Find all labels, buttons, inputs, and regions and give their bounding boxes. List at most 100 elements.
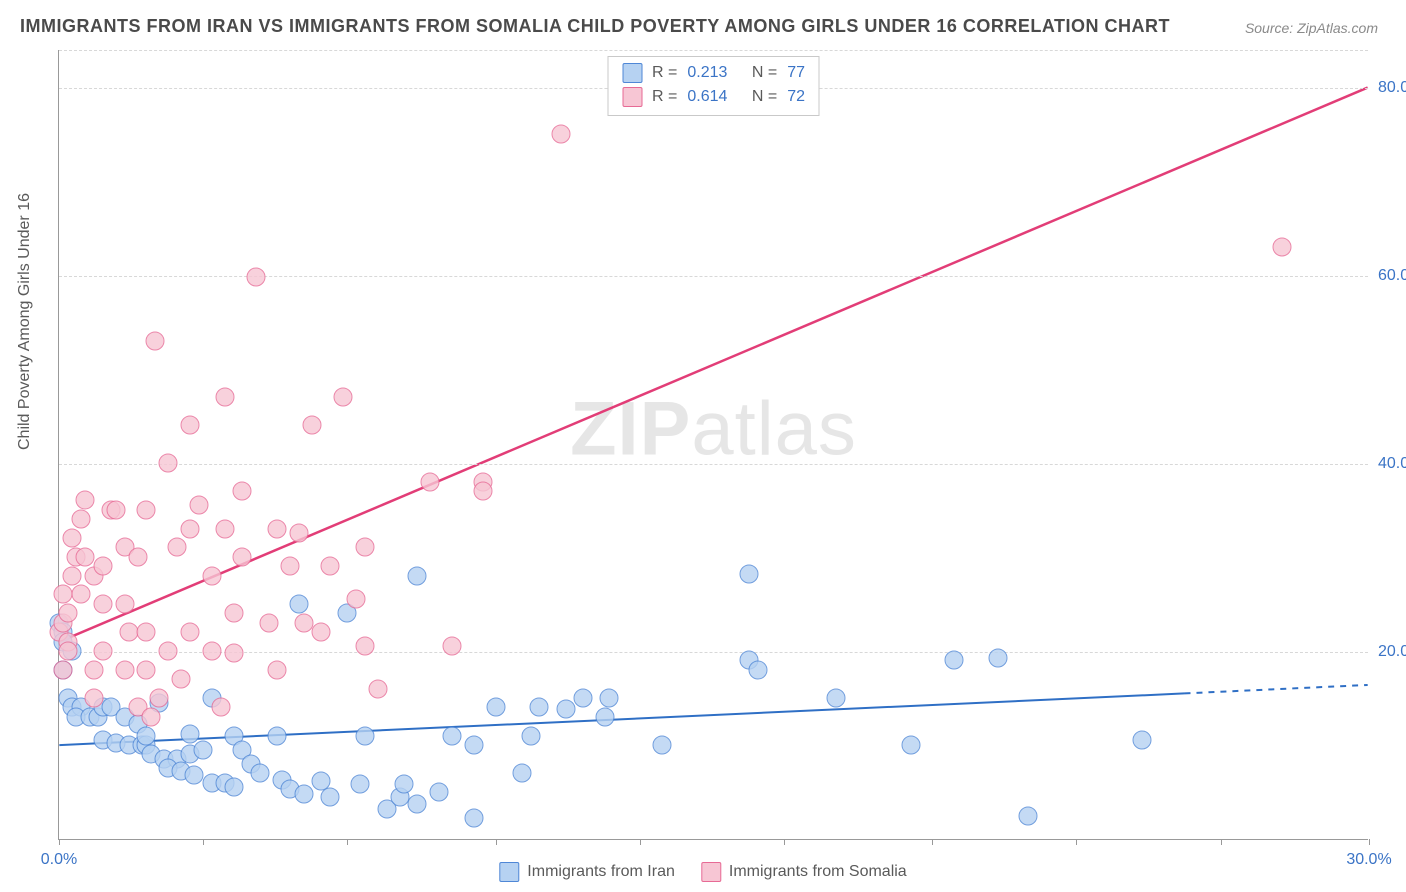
scatter-point: [290, 594, 309, 613]
scatter-point: [137, 500, 156, 519]
scatter-point: [281, 557, 300, 576]
scatter-point: [63, 566, 82, 585]
scatter-point: [351, 775, 370, 794]
scatter-point: [71, 510, 90, 529]
y-tick-label: 40.0%: [1378, 455, 1406, 473]
scatter-point: [368, 679, 387, 698]
scatter-point: [355, 637, 374, 656]
scatter-point: [355, 726, 374, 745]
scatter-point: [268, 519, 287, 538]
scatter-point: [233, 482, 252, 501]
scatter-point: [224, 604, 243, 623]
scatter-point: [211, 698, 230, 717]
scatter-point: [233, 547, 252, 566]
scatter-point: [224, 778, 243, 797]
scatter-point: [394, 775, 413, 794]
scatter-point: [215, 519, 234, 538]
x-tick-label: 30.0%: [1346, 851, 1391, 869]
scatter-point: [246, 267, 265, 286]
scatter-point: [1132, 731, 1151, 750]
x-tick: [203, 839, 204, 845]
x-tick: [1369, 839, 1370, 845]
scatter-point: [320, 787, 339, 806]
y-tick-label: 80.0%: [1378, 79, 1406, 97]
scatter-point: [1272, 237, 1291, 256]
x-tick: [496, 839, 497, 845]
scatter-point: [333, 387, 352, 406]
plot-area: ZIPatlas R = 0.213 N = 77 R = 0.614 N = …: [58, 50, 1368, 840]
x-tick: [640, 839, 641, 845]
x-tick: [784, 839, 785, 845]
scatter-point: [146, 331, 165, 350]
scatter-point: [58, 641, 77, 660]
swatch-icon: [622, 63, 642, 83]
scatter-point: [115, 660, 134, 679]
swatch-icon: [701, 862, 721, 882]
scatter-point: [574, 688, 593, 707]
scatter-point: [464, 809, 483, 828]
scatter-point: [150, 688, 169, 707]
scatter-point: [556, 700, 575, 719]
scatter-point: [128, 547, 147, 566]
scatter-point: [530, 698, 549, 717]
scatter-point: [76, 547, 95, 566]
scatter-point: [486, 698, 505, 717]
scatter-point: [512, 764, 531, 783]
scatter-point: [63, 529, 82, 548]
scatter-point: [137, 726, 156, 745]
scatter-point: [172, 670, 191, 689]
x-tick: [1221, 839, 1222, 845]
scatter-point: [137, 623, 156, 642]
grid-line: [59, 50, 1368, 51]
scatter-point: [268, 726, 287, 745]
legend-stats-row: R = 0.614 N = 72: [622, 85, 805, 109]
scatter-point: [181, 623, 200, 642]
scatter-point: [84, 660, 103, 679]
y-tick-label: 60.0%: [1378, 267, 1406, 285]
scatter-point: [320, 557, 339, 576]
x-tick: [347, 839, 348, 845]
scatter-point: [595, 707, 614, 726]
legend-series: Immigrants from Iran Immigrants from Som…: [499, 862, 906, 882]
scatter-point: [189, 496, 208, 515]
scatter-point: [268, 660, 287, 679]
scatter-point: [58, 604, 77, 623]
x-tick: [1076, 839, 1077, 845]
x-tick: [59, 839, 60, 845]
scatter-point: [115, 594, 134, 613]
scatter-point: [988, 648, 1007, 667]
scatter-point: [93, 557, 112, 576]
legend-item: Immigrants from Somalia: [701, 862, 907, 882]
scatter-point: [421, 472, 440, 491]
watermark: ZIPatlas: [570, 385, 857, 472]
scatter-point: [71, 585, 90, 604]
scatter-point: [54, 585, 73, 604]
scatter-point: [901, 735, 920, 754]
scatter-point: [294, 784, 313, 803]
scatter-point: [159, 641, 178, 660]
y-tick-label: 20.0%: [1378, 643, 1406, 661]
legend-stats: R = 0.213 N = 77 R = 0.614 N = 72: [607, 56, 820, 116]
scatter-point: [748, 660, 767, 679]
scatter-point: [224, 643, 243, 662]
scatter-point: [464, 735, 483, 754]
swatch-icon: [622, 87, 642, 107]
scatter-point: [552, 124, 571, 143]
scatter-point: [429, 782, 448, 801]
scatter-point: [76, 491, 95, 510]
scatter-point: [408, 566, 427, 585]
scatter-point: [194, 740, 213, 759]
y-axis-label: Child Poverty Among Girls Under 16: [16, 193, 34, 450]
scatter-point: [443, 726, 462, 745]
scatter-point: [521, 726, 540, 745]
scatter-point: [652, 735, 671, 754]
scatter-point: [141, 707, 160, 726]
scatter-point: [159, 453, 178, 472]
grid-line: [59, 464, 1368, 465]
scatter-point: [215, 387, 234, 406]
scatter-point: [54, 660, 73, 679]
scatter-point: [294, 613, 313, 632]
scatter-point: [181, 416, 200, 435]
scatter-point: [346, 590, 365, 609]
scatter-point: [202, 566, 221, 585]
